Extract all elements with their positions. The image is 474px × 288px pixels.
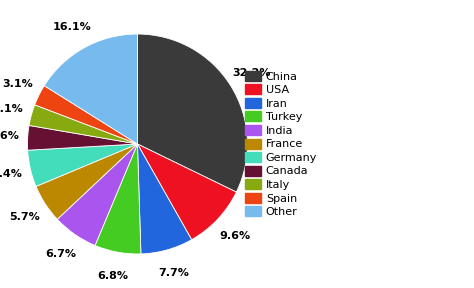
- Text: 9.6%: 9.6%: [219, 231, 251, 241]
- Wedge shape: [29, 105, 137, 144]
- Wedge shape: [57, 144, 137, 245]
- Text: 5.4%: 5.4%: [0, 169, 22, 179]
- Wedge shape: [27, 144, 137, 186]
- Text: 3.1%: 3.1%: [0, 104, 23, 113]
- Wedge shape: [137, 144, 237, 240]
- Wedge shape: [36, 144, 137, 219]
- Text: 3.6%: 3.6%: [0, 131, 19, 141]
- Wedge shape: [95, 144, 141, 254]
- Legend: China, USA, Iran, Turkey, India, France, Germany, Canada, Italy, Spain, Other: China, USA, Iran, Turkey, India, France,…: [245, 71, 317, 217]
- Wedge shape: [137, 144, 191, 254]
- Wedge shape: [44, 34, 137, 144]
- Wedge shape: [27, 126, 137, 150]
- Text: 3.1%: 3.1%: [2, 79, 33, 89]
- Text: 7.7%: 7.7%: [158, 268, 189, 278]
- Text: 32.2%: 32.2%: [232, 68, 271, 78]
- Wedge shape: [35, 86, 137, 144]
- Text: 5.7%: 5.7%: [9, 212, 40, 222]
- Wedge shape: [137, 34, 247, 192]
- Text: 16.1%: 16.1%: [53, 22, 92, 32]
- Text: 6.8%: 6.8%: [98, 271, 128, 281]
- Text: 6.7%: 6.7%: [46, 249, 76, 259]
